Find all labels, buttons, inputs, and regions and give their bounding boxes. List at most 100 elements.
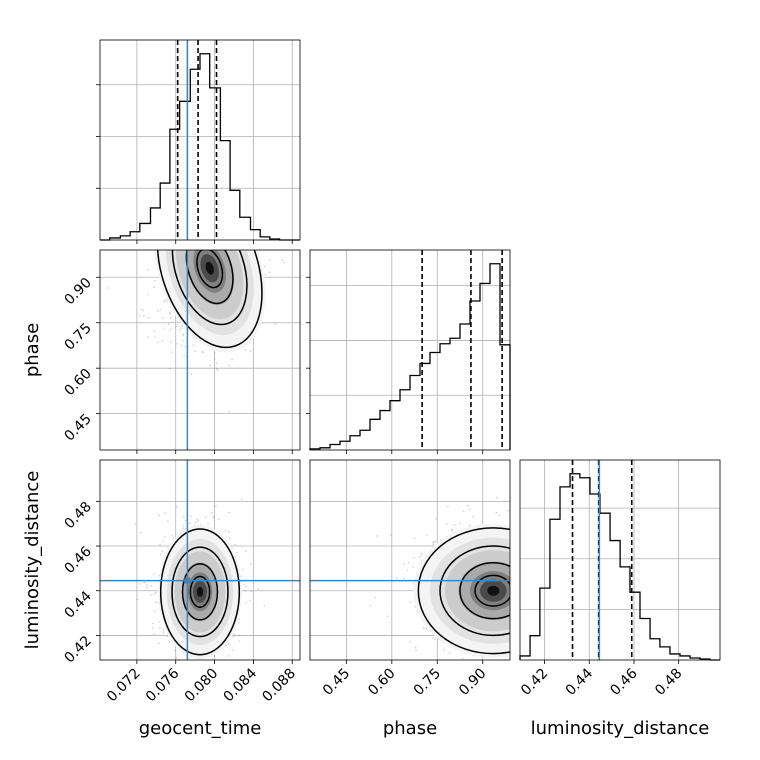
tick-label-x-geocent_time-1: 0.076 (143, 665, 183, 705)
sample-point (249, 599, 252, 602)
sample-point (158, 621, 161, 623)
sample-point (533, 601, 535, 603)
sample-point (207, 237, 209, 239)
sample-point (511, 605, 513, 607)
sample-point (568, 600, 570, 602)
sample-point (150, 594, 153, 596)
sample-point (138, 314, 141, 317)
sample-point (153, 233, 155, 235)
sample-point (527, 588, 529, 590)
contour-1 (439, 545, 510, 637)
sample-point (159, 627, 161, 629)
sample-point (154, 335, 156, 338)
histogram-step-luminosity_distance (519, 473, 720, 661)
sample-point (187, 661, 189, 663)
sample-point (139, 531, 142, 534)
contour-0 (156, 250, 263, 349)
sample-point (194, 665, 196, 667)
tick-label-y-phase-1: 0.60 (61, 366, 94, 399)
sample-point (146, 269, 149, 271)
sample-point (533, 613, 535, 615)
sample-point (263, 604, 266, 607)
sample-point (167, 235, 169, 237)
sample-point (521, 575, 523, 577)
sample-point (411, 566, 414, 568)
sample-point (243, 583, 246, 586)
sample-point (205, 212, 207, 214)
sample-point (258, 221, 260, 223)
sample-point (194, 185, 196, 187)
sample-point (569, 623, 571, 625)
contour-3 (189, 575, 211, 608)
sample-point (513, 624, 515, 626)
sample-point (153, 330, 156, 333)
sample-point (266, 245, 268, 247)
sample-point (191, 234, 193, 236)
sample-point (565, 554, 567, 556)
sample-point (448, 652, 451, 654)
sample-point (521, 578, 523, 580)
sample-point (182, 524, 185, 527)
sample-point (220, 245, 222, 247)
sample-point (521, 563, 523, 565)
sample-point (513, 588, 515, 590)
sample-point (516, 576, 518, 578)
sample-point (192, 344, 195, 347)
sample-point (238, 640, 241, 643)
tick-label-x-geocent_time-3: 0.084 (221, 665, 261, 705)
sample-point (542, 576, 544, 578)
sample-point (527, 587, 529, 589)
sample-point (512, 607, 514, 609)
sample-point (191, 221, 193, 223)
sample-point (530, 603, 532, 605)
sample-point (524, 601, 526, 603)
sample-point (221, 218, 223, 220)
sample-point (242, 568, 244, 571)
sample-point (530, 580, 532, 582)
sample-point (226, 230, 228, 232)
sample-point (205, 247, 207, 249)
sample-point (168, 241, 170, 243)
sample-point (510, 604, 512, 606)
sample-point (528, 632, 530, 634)
sample-point (526, 616, 528, 618)
sample-point (184, 246, 186, 248)
tick-label-x-phase-0: 0.45 (320, 666, 353, 699)
sample-point (180, 344, 183, 347)
sample-point (217, 518, 220, 521)
sample-point (514, 545, 516, 547)
sample-point (138, 583, 141, 585)
sample-point (527, 600, 529, 602)
sample-point (574, 590, 576, 592)
sample-point (227, 654, 230, 657)
sample-point (237, 221, 239, 223)
sample-point (238, 243, 240, 245)
sample-point (224, 217, 226, 219)
sample-point (569, 629, 571, 631)
sample-point (194, 231, 196, 233)
sample-point (216, 230, 218, 232)
sample-point (420, 552, 422, 555)
sample-point (182, 334, 185, 337)
sample-point (374, 596, 376, 599)
sample-point (414, 605, 416, 608)
sample-point (180, 237, 182, 239)
sample-point (162, 629, 165, 631)
sample-point (246, 191, 248, 193)
sample-point (576, 567, 578, 569)
sample-point (512, 593, 514, 595)
sample-point (528, 575, 530, 577)
sample-point (191, 234, 193, 236)
sample-point (226, 225, 228, 227)
sample-point (176, 342, 179, 345)
sample-point (232, 649, 234, 651)
tick-label-y-luminosity_distance-2: 0.46 (61, 543, 94, 576)
sample-point (529, 575, 531, 577)
sample-point (203, 198, 205, 200)
sample-point (219, 201, 221, 203)
sample-point (236, 232, 238, 234)
sample-point (514, 581, 516, 583)
sample-point (395, 577, 398, 579)
sample-point (226, 196, 228, 198)
sample-point (205, 220, 207, 222)
